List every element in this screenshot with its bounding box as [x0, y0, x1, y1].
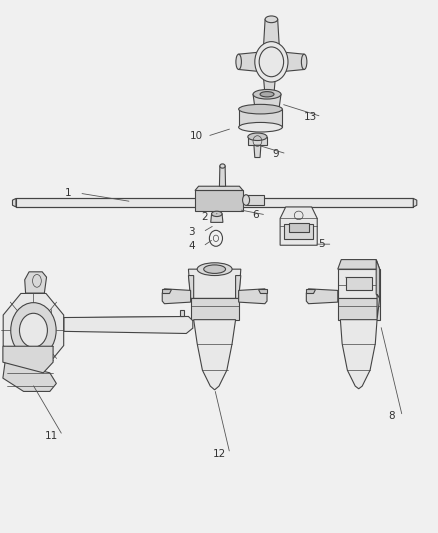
Polygon shape: [264, 78, 276, 96]
Polygon shape: [3, 294, 64, 367]
Bar: [289, 223, 308, 232]
Ellipse shape: [204, 265, 226, 273]
Polygon shape: [258, 289, 267, 293]
Text: 5: 5: [318, 239, 325, 249]
Polygon shape: [338, 260, 380, 269]
Polygon shape: [236, 276, 241, 298]
Polygon shape: [180, 310, 184, 317]
Ellipse shape: [260, 92, 274, 97]
Polygon shape: [306, 289, 315, 293]
Polygon shape: [248, 137, 267, 146]
Polygon shape: [239, 52, 258, 71]
Ellipse shape: [265, 16, 278, 22]
Polygon shape: [280, 207, 317, 245]
Text: 12: 12: [212, 449, 226, 458]
Ellipse shape: [239, 104, 283, 114]
Polygon shape: [194, 320, 236, 390]
Text: 8: 8: [388, 411, 395, 422]
Ellipse shape: [197, 263, 232, 276]
Polygon shape: [195, 190, 243, 211]
Ellipse shape: [248, 133, 267, 141]
Polygon shape: [377, 294, 380, 320]
Polygon shape: [3, 346, 53, 373]
Text: 10: 10: [190, 131, 203, 141]
Polygon shape: [376, 260, 380, 298]
Text: 4: 4: [189, 241, 195, 251]
Text: 11: 11: [45, 431, 58, 441]
Ellipse shape: [11, 303, 56, 358]
Ellipse shape: [259, 47, 284, 77]
Polygon shape: [306, 289, 338, 304]
Ellipse shape: [212, 211, 222, 216]
Ellipse shape: [243, 195, 250, 205]
Text: 1: 1: [65, 188, 72, 198]
Polygon shape: [195, 186, 243, 190]
Polygon shape: [338, 269, 380, 298]
Ellipse shape: [255, 42, 288, 82]
Polygon shape: [285, 52, 304, 71]
Polygon shape: [246, 195, 264, 205]
Polygon shape: [64, 317, 193, 334]
Polygon shape: [338, 298, 380, 320]
Polygon shape: [340, 320, 377, 389]
Polygon shape: [16, 198, 413, 207]
Polygon shape: [162, 289, 171, 293]
Polygon shape: [12, 198, 16, 207]
Polygon shape: [3, 362, 57, 391]
Text: 13: 13: [304, 111, 317, 122]
Ellipse shape: [220, 164, 225, 168]
Bar: [346, 277, 372, 290]
Polygon shape: [413, 198, 417, 207]
Polygon shape: [253, 94, 281, 107]
Polygon shape: [191, 298, 239, 320]
Ellipse shape: [265, 93, 274, 100]
Polygon shape: [285, 224, 313, 239]
Polygon shape: [239, 289, 267, 304]
Text: 9: 9: [272, 149, 279, 159]
Ellipse shape: [236, 54, 241, 69]
Text: 6: 6: [252, 210, 258, 220]
Polygon shape: [211, 214, 223, 222]
Ellipse shape: [253, 90, 281, 99]
Polygon shape: [239, 109, 283, 127]
Text: 3: 3: [189, 227, 195, 237]
Polygon shape: [219, 166, 226, 186]
Ellipse shape: [301, 54, 307, 69]
Polygon shape: [188, 276, 194, 298]
Ellipse shape: [19, 313, 47, 348]
Text: 2: 2: [202, 212, 208, 222]
Polygon shape: [188, 269, 241, 298]
Polygon shape: [162, 289, 191, 304]
Polygon shape: [254, 146, 261, 158]
Polygon shape: [25, 272, 46, 293]
Ellipse shape: [239, 123, 283, 132]
Polygon shape: [264, 19, 279, 46]
